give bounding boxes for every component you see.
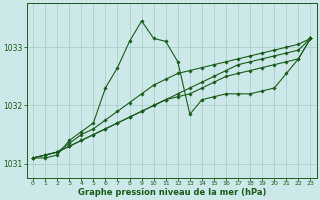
X-axis label: Graphe pression niveau de la mer (hPa): Graphe pression niveau de la mer (hPa) (77, 188, 266, 197)
